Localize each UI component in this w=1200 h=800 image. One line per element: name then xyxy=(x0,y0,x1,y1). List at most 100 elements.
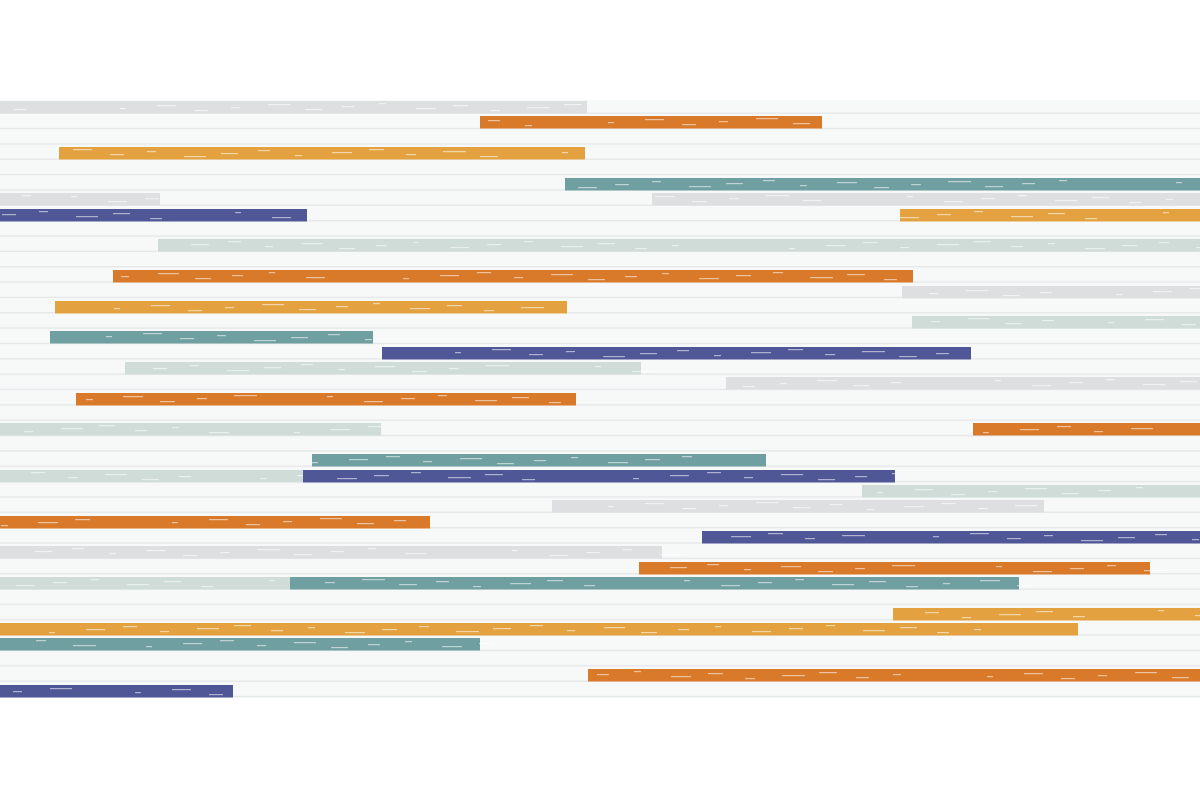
stripe-wear-mark xyxy=(394,520,406,522)
stripe-wear-mark xyxy=(744,569,751,571)
stripe-wear-mark xyxy=(151,305,170,307)
stripe-wear-mark xyxy=(368,426,382,428)
stripe-wear-mark xyxy=(399,584,417,586)
stripe-wear-mark xyxy=(1180,381,1197,383)
stripe-wear-mark xyxy=(662,273,669,275)
stripe-wear-mark xyxy=(209,519,228,521)
stripe-wear-mark xyxy=(257,645,266,647)
stripe-wear-mark xyxy=(405,641,412,643)
stripe-wear-mark xyxy=(598,243,615,245)
stripe-wear-mark xyxy=(529,354,543,356)
stripe-wear-mark xyxy=(561,246,583,248)
stripe-wear-mark xyxy=(403,278,409,280)
stripe-wear-mark xyxy=(970,533,989,535)
stripe-wear-mark xyxy=(157,105,176,107)
stripe-wear-mark xyxy=(1131,428,1153,430)
stripe-wear-mark xyxy=(419,626,429,628)
stripe-wear-mark xyxy=(933,536,939,538)
stripe-wear-mark xyxy=(996,566,1002,568)
stripe-wear-mark xyxy=(98,425,115,427)
stripe-wear-mark xyxy=(2,214,16,216)
groove-line xyxy=(0,695,1200,698)
stripe-wear-mark xyxy=(1005,323,1022,325)
stripe-wear-mark xyxy=(549,555,568,557)
stripe-wear-mark xyxy=(328,334,340,336)
stripe-wear-mark xyxy=(306,277,325,279)
groove-line xyxy=(0,219,1200,222)
stripe-wear-mark xyxy=(145,198,159,200)
stripe-wear-mark xyxy=(892,565,915,567)
stripe-wear-mark xyxy=(201,586,213,588)
groove-line xyxy=(0,450,1200,452)
groove-line xyxy=(0,573,1200,575)
stripe-wear-mark xyxy=(869,581,886,583)
stripe-wear-mark xyxy=(1073,616,1085,618)
stripe-wear-mark xyxy=(1099,490,1111,492)
stripe-wear-mark xyxy=(623,549,632,551)
stripe-wear-mark xyxy=(35,551,52,553)
stripe-wear-mark xyxy=(652,181,661,183)
stripe-wear-mark xyxy=(127,584,149,586)
stripe-wear-mark xyxy=(951,494,965,496)
stripe-wear-mark xyxy=(1007,538,1021,540)
stripe-wear-mark xyxy=(1107,565,1116,567)
stripe-wear-mark xyxy=(525,125,532,127)
stripe-wear-mark xyxy=(608,462,628,464)
stripe-wear-mark xyxy=(586,552,600,554)
stripe-wear-mark xyxy=(438,395,447,397)
stripe-wear-mark xyxy=(271,630,283,632)
stripe-wear-mark xyxy=(269,272,275,274)
stripe-wear-mark xyxy=(225,307,234,309)
groove-line xyxy=(0,496,1200,498)
stripe-wear-mark xyxy=(73,645,96,647)
groove-line xyxy=(0,112,1200,114)
stripe-wear-mark xyxy=(456,631,479,633)
stripe-wear-mark xyxy=(265,246,273,248)
stripe-wear-mark xyxy=(231,107,240,109)
stripe-wear-mark xyxy=(416,108,436,110)
stripe-wear-mark xyxy=(743,386,755,388)
stripe-wear-mark xyxy=(877,492,883,494)
stripe-wear-mark xyxy=(1036,611,1053,613)
stripe-wear-mark xyxy=(571,457,578,459)
stripe-wear-mark xyxy=(423,461,432,463)
stripe-wear-mark xyxy=(800,185,807,187)
stripe-wear-mark xyxy=(164,581,181,583)
stripe-wear-mark xyxy=(86,629,105,631)
stripe-wear-mark xyxy=(460,458,482,460)
stripe-wear-mark xyxy=(1044,535,1053,537)
groove-line xyxy=(0,173,1200,176)
stripe-wear-mark xyxy=(597,674,609,676)
stripe-yellow xyxy=(55,301,567,314)
stripe-wear-mark xyxy=(699,278,719,280)
stripe-wear-mark xyxy=(331,551,344,553)
stripe-wear-mark xyxy=(745,678,755,680)
stripe-teal xyxy=(50,331,373,344)
stripe-wear-mark xyxy=(135,430,147,432)
stripe-wear-mark xyxy=(209,432,229,434)
stripe-wear-mark xyxy=(551,274,573,276)
stripe-wear-mark xyxy=(708,673,723,675)
stripe-wear-mark xyxy=(603,356,625,358)
stripe-wear-mark xyxy=(980,580,1000,582)
stripe-wear-mark xyxy=(715,626,721,628)
stripe-wear-mark xyxy=(120,108,126,110)
stripe-wear-mark xyxy=(756,502,778,504)
stripe-wear-mark xyxy=(1144,570,1166,572)
stripe-wear-mark xyxy=(76,216,98,218)
stripe-wear-mark xyxy=(375,366,395,368)
groove-line xyxy=(0,158,1200,160)
stripe-wear-mark xyxy=(826,625,835,627)
stripe-wear-mark xyxy=(514,277,523,279)
stripe-wear-mark xyxy=(172,427,179,429)
groove-line xyxy=(0,127,1200,130)
stripe-wear-mark xyxy=(805,538,815,540)
stripe-wear-mark xyxy=(547,580,563,582)
stripe-wear-mark xyxy=(907,196,913,198)
stripe-wear-mark xyxy=(312,462,318,464)
stripe-wear-mark xyxy=(184,156,206,158)
stripe-wear-mark xyxy=(1011,216,1033,218)
stripe-wear-mark xyxy=(160,631,169,633)
stripe-wear-mark xyxy=(179,476,191,478)
stripe-light-gray xyxy=(552,500,1044,513)
